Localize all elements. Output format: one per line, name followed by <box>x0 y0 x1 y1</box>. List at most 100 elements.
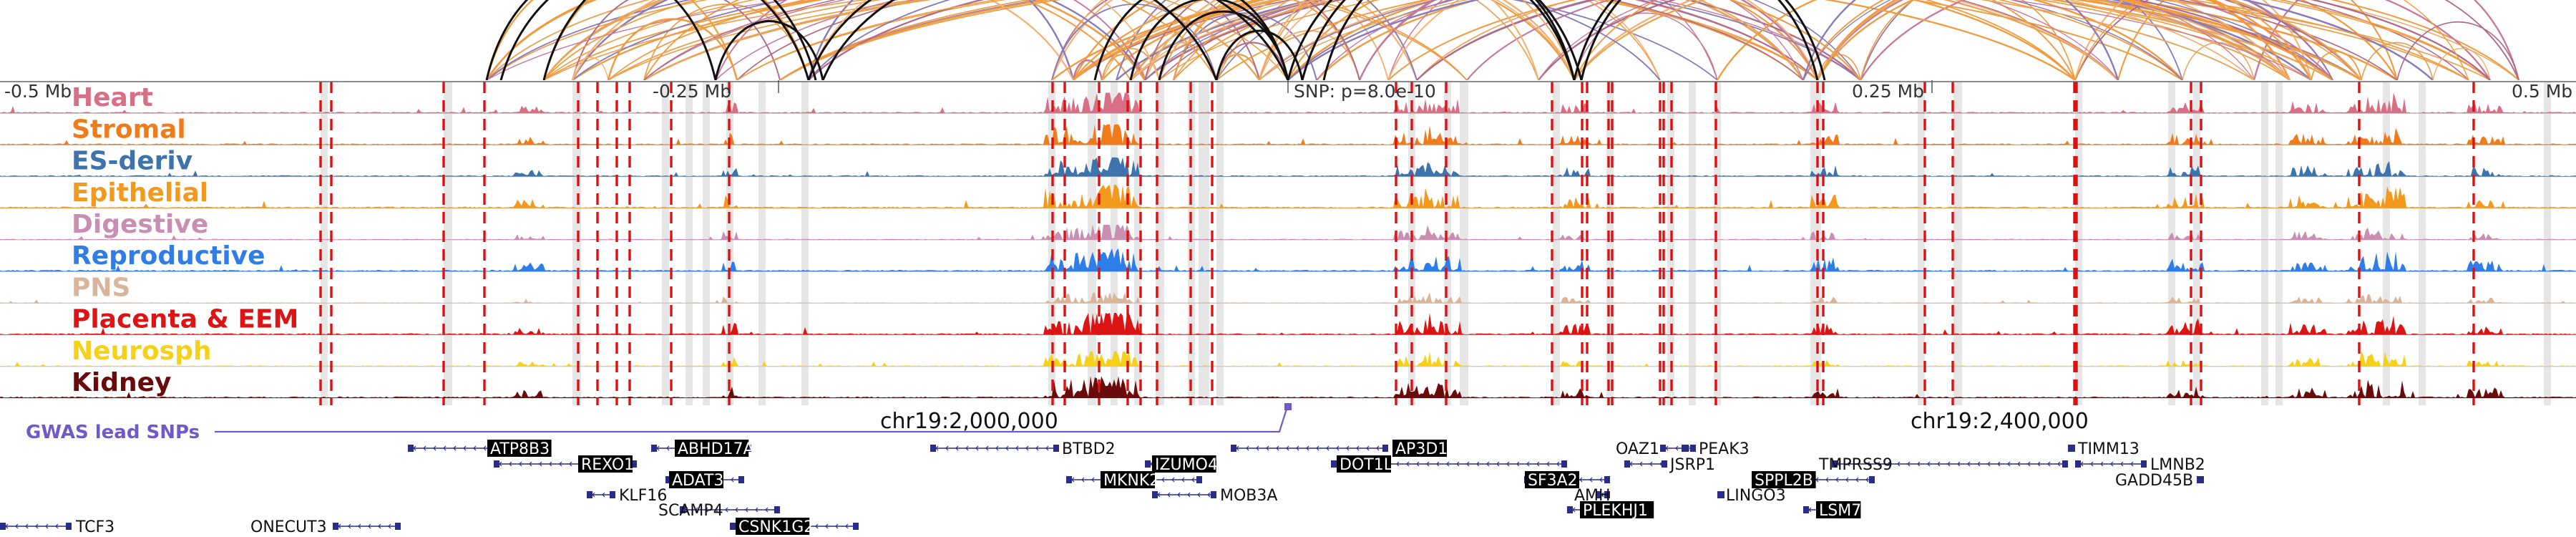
exon <box>1682 445 1687 452</box>
exon <box>1382 445 1388 452</box>
gene-dot1l[interactable]: DOT1L <box>1331 455 1567 474</box>
exon <box>333 523 338 530</box>
gene-label-box <box>1816 501 1861 518</box>
peak-shade <box>444 82 452 405</box>
strand-arrow <box>1947 461 1951 467</box>
exon <box>2069 445 2075 452</box>
peak-shade <box>2419 82 2426 405</box>
gene-timm13[interactable]: TIMM13 <box>2068 440 2140 458</box>
loop-arc <box>1860 0 2491 81</box>
gene-sf3a2[interactable]: SF3A2 <box>1524 471 1610 490</box>
loop-arc <box>1387 0 1718 81</box>
gene-atp8b3[interactable]: ATP8B3 <box>408 440 552 458</box>
loop-arc <box>1817 54 1861 81</box>
gene-sppl2b[interactable]: SPPL2B <box>1752 471 1875 490</box>
exon <box>2141 460 2147 468</box>
peak-shade <box>1408 82 1415 405</box>
gene-label: LSM7 <box>1819 502 1861 520</box>
significant-loop-arc <box>1580 0 1826 81</box>
strand-arrow <box>2027 461 2031 467</box>
chromatin-loop-arcs <box>485 0 2520 82</box>
gene-mknk2[interactable]: MKNK2 <box>1066 471 1202 490</box>
gene-label: CSNK1G2 <box>738 518 814 536</box>
exon <box>395 523 401 530</box>
peak-shade <box>686 82 693 405</box>
strand-arrow <box>1376 445 1380 451</box>
strand-arrow <box>463 445 467 451</box>
exon <box>587 491 592 498</box>
gene-lsm7[interactable]: LSM7 <box>1803 501 1861 520</box>
gene-label-box <box>1580 501 1654 518</box>
gene-tcf3[interactable]: TCF3 <box>0 518 114 536</box>
gene-label-box <box>578 455 633 473</box>
significant-loop-arc <box>1287 0 1576 81</box>
gene-scamp4[interactable]: SCAMP4 <box>658 502 780 520</box>
strand-arrow <box>1917 461 1921 467</box>
loop-arc <box>543 0 1260 81</box>
strand-arrow <box>1997 461 2001 467</box>
gene-tmprss9[interactable]: TMPRSS9 <box>1818 456 2068 474</box>
strand-arrow <box>1546 461 1550 467</box>
strand-arrow <box>666 445 670 451</box>
strand-arrow <box>1306 445 1309 451</box>
significant-loop-arc <box>714 20 824 81</box>
gene-ap3d1[interactable]: AP3D1 <box>1231 440 1448 458</box>
gene-onecut3[interactable]: ONECUT3 <box>250 518 401 536</box>
gene-abhd17a[interactable]: ABHD17A <box>651 440 754 458</box>
loop-arc <box>572 0 781 81</box>
peak-shade <box>1953 82 1962 405</box>
loop-arc <box>779 0 2398 82</box>
gene-btbd2[interactable]: BTBD2 <box>930 440 1116 458</box>
gene-gadd45b[interactable]: GADD45B <box>2115 472 2204 490</box>
strand-arrow <box>1187 492 1191 498</box>
strand-arrow <box>1197 492 1201 498</box>
gene-adat3[interactable]: ADAT3 <box>665 471 744 490</box>
gene-rexo1[interactable]: REXO1 <box>494 455 637 474</box>
loop-arc <box>1143 0 1576 81</box>
gene-klf16[interactable]: KLF16 <box>587 487 667 505</box>
loop-arc <box>1144 0 2333 81</box>
strand-arrow <box>2110 461 2114 467</box>
strand-arrow <box>1181 477 1185 483</box>
loop-arc <box>572 57 609 81</box>
gene-csnk1g2[interactable]: CSNK1G2 <box>730 518 859 536</box>
gene-label: REXO1 <box>581 456 634 474</box>
loop-arc <box>1574 0 2076 81</box>
strand-arrow <box>2120 461 2124 467</box>
strand-arrow <box>549 461 552 467</box>
strand-arrow <box>1091 477 1095 483</box>
gene-label: DOT1L <box>1340 456 1393 474</box>
exon <box>1596 491 1601 498</box>
gene-jsrp1[interactable]: JSRP1 <box>1624 456 1715 474</box>
gene-plekhj1[interactable]: PLEKHJ1 <box>1567 501 1654 520</box>
gene-lmnb2[interactable]: LMNB2 <box>2075 456 2205 474</box>
strand-arrow <box>1466 461 1470 467</box>
peak-shade <box>1048 82 1055 405</box>
strand-arrow <box>473 445 477 451</box>
strand-arrow <box>519 461 522 467</box>
strand-arrow <box>433 445 436 451</box>
gene-label-box <box>736 518 810 535</box>
strand-arrow <box>945 445 949 451</box>
strand-arrow <box>1516 461 1520 467</box>
strand-arrow <box>2047 461 2051 467</box>
strand-arrow <box>539 461 542 467</box>
signal-kidney <box>0 376 2576 398</box>
loop-arc <box>608 0 1804 81</box>
peak-shade <box>1667 82 1674 405</box>
gene-izumo4[interactable]: IZUMO4 <box>1145 455 1218 474</box>
peak-shade <box>572 82 581 405</box>
loop-arc <box>808 0 1661 81</box>
gene-mob3a[interactable]: MOB3A <box>1152 487 1277 505</box>
gene-label: TIMM13 <box>2077 440 2140 458</box>
gene-label: SF3A2 <box>1528 472 1578 490</box>
loop-arc <box>779 0 2290 81</box>
gene-lingo3[interactable]: LINGO3 <box>1717 487 1786 505</box>
gene-label: ADAT3 <box>672 472 723 490</box>
gene-peak3[interactable]: PEAK3 <box>1682 440 1750 458</box>
strand-arrow <box>443 445 447 451</box>
strand-arrow <box>1416 461 1420 467</box>
strand-arrow <box>602 492 605 498</box>
strand-arrow <box>368 523 371 529</box>
